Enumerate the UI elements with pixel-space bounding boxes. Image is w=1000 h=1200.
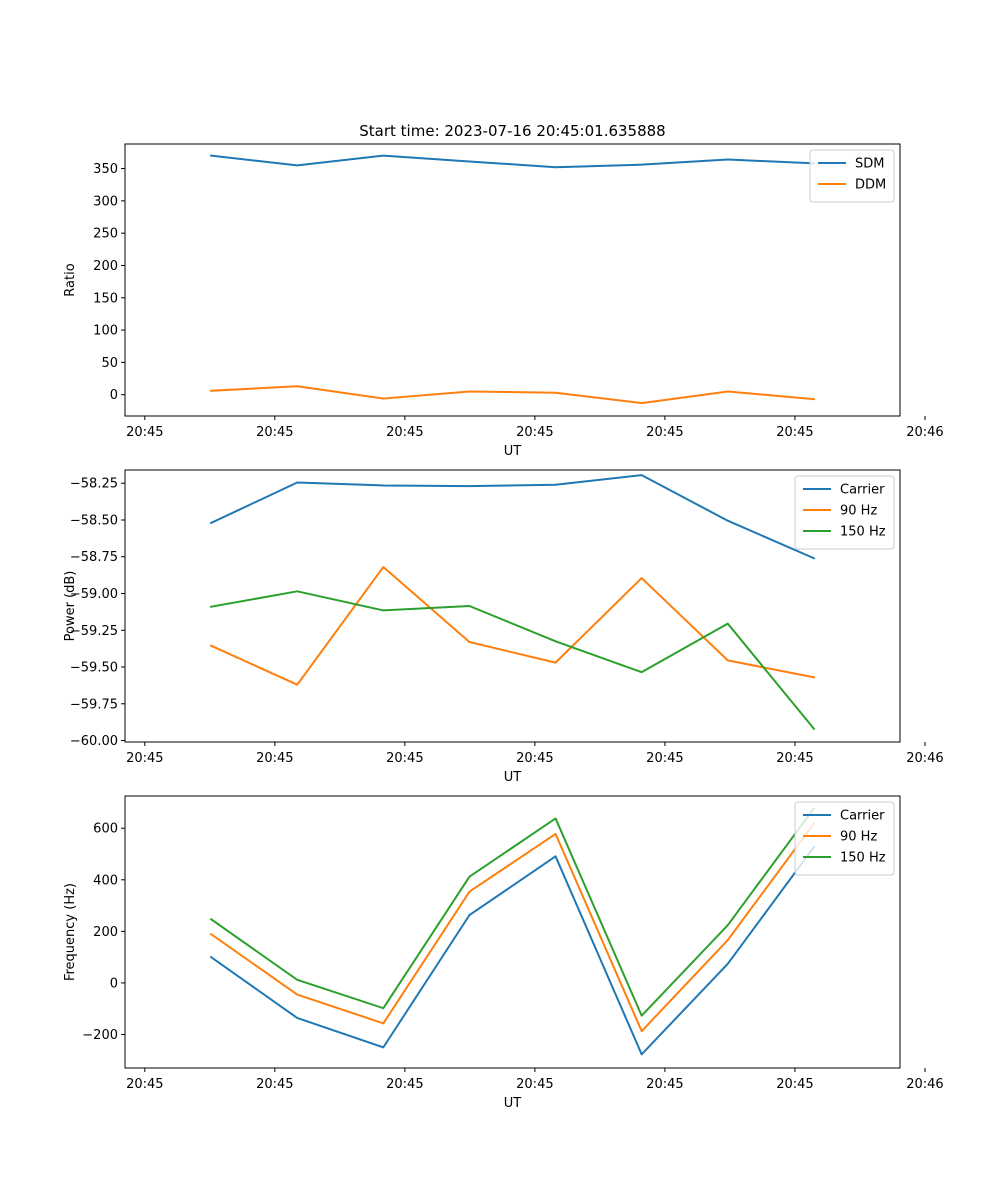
y-tick-label: −200	[82, 1028, 118, 1043]
y-axis-label: Frequency (Hz)	[63, 883, 78, 981]
y-tick-label: 600	[93, 822, 118, 837]
legend-label: 150 Hz	[840, 851, 886, 866]
x-tick-label: 20:45	[256, 425, 293, 440]
y-tick-label: −58.75	[70, 550, 118, 565]
y-tick-label: 250	[93, 227, 118, 242]
legend: SDM DDM	[809, 149, 895, 203]
y-tick-label: 400	[93, 873, 118, 888]
series-line-carrier	[209, 845, 816, 1056]
x-tick-label: 20:46	[906, 425, 943, 440]
ratio-subplot: 20:45 20:45 20:45 20:45 20:45 20:45 20:46 0 50 10…	[63, 143, 944, 459]
x-tick-label: 20:45	[386, 1077, 423, 1092]
x-tick-label: 20:45	[776, 751, 813, 766]
power-subplot: 20:45 20:45 20:45 20:45 20:45 20:45 20:46 −58.2…	[63, 469, 944, 785]
legend: Carrier 90 Hz 150 Hz	[794, 801, 895, 876]
legend: Carrier 90 Hz 150 Hz	[794, 475, 895, 550]
y-tick-label: 100	[93, 324, 118, 339]
y-tick-label: 350	[93, 162, 118, 177]
y-tick-label: 200	[93, 259, 118, 274]
x-axis-label: UT	[504, 444, 522, 459]
x-tick-label: 20:45	[126, 1077, 163, 1092]
y-tick-label: −59.00	[70, 587, 118, 602]
x-tick-label: 20:45	[516, 425, 553, 440]
y-tick-label: 50	[101, 356, 118, 371]
series-line-sdm	[210, 154, 815, 169]
legend-label: SDM	[855, 157, 884, 172]
series-line-90-hz	[209, 566, 816, 686]
x-tick-label: 20:45	[386, 751, 423, 766]
series-line-carrier	[209, 474, 816, 560]
x-tick-label: 20:46	[906, 1077, 943, 1092]
x-tick-label: 20:46	[906, 751, 943, 766]
y-tick-label: −59.75	[70, 697, 118, 712]
x-tick-label: 20:45	[126, 425, 163, 440]
y-tick-label: −60.00	[70, 734, 118, 749]
y-tick-label: −58.50	[70, 513, 118, 528]
chart-title: Start time: 2023-07-16 20:45:01.635888	[359, 122, 665, 140]
y-tick-label: −59.25	[70, 624, 118, 639]
x-tick-label: 20:45	[516, 751, 553, 766]
x-tick-label: 20:45	[646, 1077, 683, 1092]
series-line-150-hz	[209, 590, 816, 731]
legend-label: 90 Hz	[840, 504, 877, 519]
series-line-150-hz	[209, 806, 816, 1017]
x-tick-label: 20:45	[776, 425, 813, 440]
x-axis-label: UT	[504, 1096, 522, 1111]
y-axis-label: Ratio	[63, 263, 78, 296]
x-axis-label: UT	[504, 770, 522, 785]
series-line-90-hz	[209, 822, 816, 1033]
legend-label: 90 Hz	[840, 830, 877, 845]
series-line-ddm	[210, 385, 815, 405]
x-tick-label: 20:45	[386, 425, 423, 440]
x-tick-label: 20:45	[646, 425, 683, 440]
x-tick-label: 20:45	[646, 751, 683, 766]
frequency-subplot: 20:45 20:45 20:45 20:45 20:45 20:45 20:46 −200 0…	[63, 795, 944, 1111]
y-tick-label: 0	[110, 388, 118, 403]
axes-frame	[124, 795, 901, 1069]
y-tick-label: 200	[93, 925, 118, 940]
x-tick-label: 20:45	[776, 1077, 813, 1092]
y-tick-label: −59.50	[70, 661, 118, 676]
y-tick-label: 150	[93, 291, 118, 306]
x-tick-label: 20:45	[256, 751, 293, 766]
x-tick-label: 20:45	[126, 751, 163, 766]
y-tick-label: −58.25	[70, 477, 118, 492]
legend-label: 150 Hz	[840, 525, 886, 540]
legend-label: DDM	[855, 178, 886, 193]
axes-frame	[124, 143, 901, 417]
x-tick-label: 20:45	[256, 1077, 293, 1092]
legend-label: Carrier	[840, 809, 885, 824]
y-tick-label: 0	[110, 976, 118, 991]
y-tick-label: 300	[93, 194, 118, 209]
axes-frame	[124, 469, 901, 743]
x-tick-label: 20:45	[516, 1077, 553, 1092]
y-axis-label: Power (dB)	[63, 571, 78, 642]
legend-label: Carrier	[840, 483, 885, 498]
